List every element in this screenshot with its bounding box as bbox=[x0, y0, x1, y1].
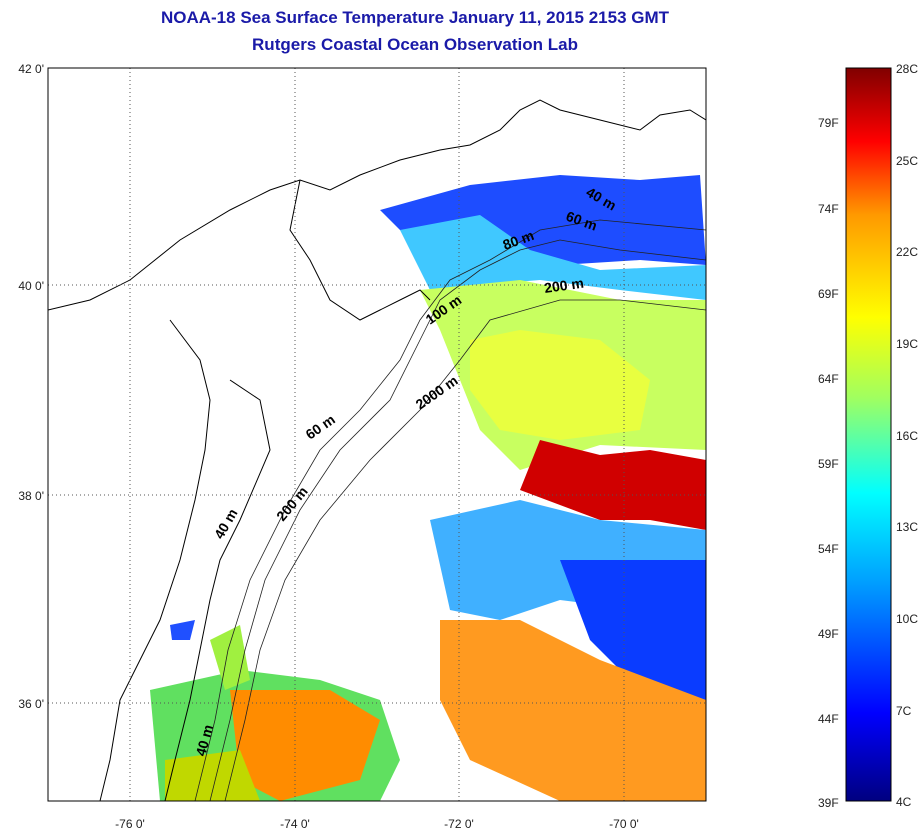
cb-c-label: 4C bbox=[896, 795, 912, 809]
cb-c-label: 10C bbox=[896, 612, 919, 626]
cb-f-label: 39F bbox=[818, 796, 839, 810]
isobath-label: 40 m bbox=[192, 723, 216, 758]
cb-f-label: 74F bbox=[818, 202, 839, 216]
sst-data-layer bbox=[150, 175, 706, 801]
cb-f-label: 54F bbox=[818, 542, 839, 556]
lat-label-40: 40 0' bbox=[18, 279, 44, 293]
isobaths bbox=[194, 219, 706, 801]
cb-f-label: 64F bbox=[818, 372, 839, 386]
coastline bbox=[48, 99, 706, 801]
map-subtitle: Rutgers Coastal Ocean Observation Lab bbox=[252, 35, 578, 54]
lat-tick-labels: 42 0' 40 0' 38 0' 36 0' bbox=[18, 62, 44, 711]
isobath-label: 2000 m bbox=[413, 372, 461, 412]
lon-label-76: -76 0' bbox=[115, 817, 145, 831]
lon-label-70: -70 0' bbox=[609, 817, 639, 831]
cb-f-label: 69F bbox=[818, 287, 839, 301]
map-grid bbox=[48, 68, 706, 801]
cb-c-label: 28C bbox=[896, 62, 919, 76]
cb-c-label: 25C bbox=[896, 154, 919, 168]
cb-c-label: 19C bbox=[896, 337, 919, 351]
cb-f-label: 79F bbox=[818, 116, 839, 130]
lon-label-72: -72 0' bbox=[444, 817, 474, 831]
lon-label-74: -74 0' bbox=[280, 817, 310, 831]
cb-c-label: 16C bbox=[896, 429, 919, 443]
lat-label-36: 36 0' bbox=[18, 697, 44, 711]
isobath-label: 200 m bbox=[543, 275, 585, 296]
lat-label-38: 38 0' bbox=[18, 489, 44, 503]
lat-label-42: 42 0' bbox=[18, 62, 44, 76]
map-frame bbox=[47, 67, 707, 802]
cb-c-label: 22C bbox=[896, 245, 919, 259]
cb-c-label: 13C bbox=[896, 520, 919, 534]
colorbar bbox=[845, 67, 892, 802]
map-title: NOAA-18 Sea Surface Temperature January … bbox=[160, 8, 670, 27]
cb-c-label: 7C bbox=[896, 704, 912, 718]
cb-f-label: 44F bbox=[818, 712, 839, 726]
cb-f-label: 49F bbox=[818, 627, 839, 641]
lon-tick-labels: -76 0' -74 0' -72 0' -70 0' bbox=[115, 817, 639, 831]
isobath-label: 200 m bbox=[273, 483, 311, 524]
cb-f-label: 59F bbox=[818, 457, 839, 471]
isobath-label: 40 m bbox=[211, 506, 241, 542]
